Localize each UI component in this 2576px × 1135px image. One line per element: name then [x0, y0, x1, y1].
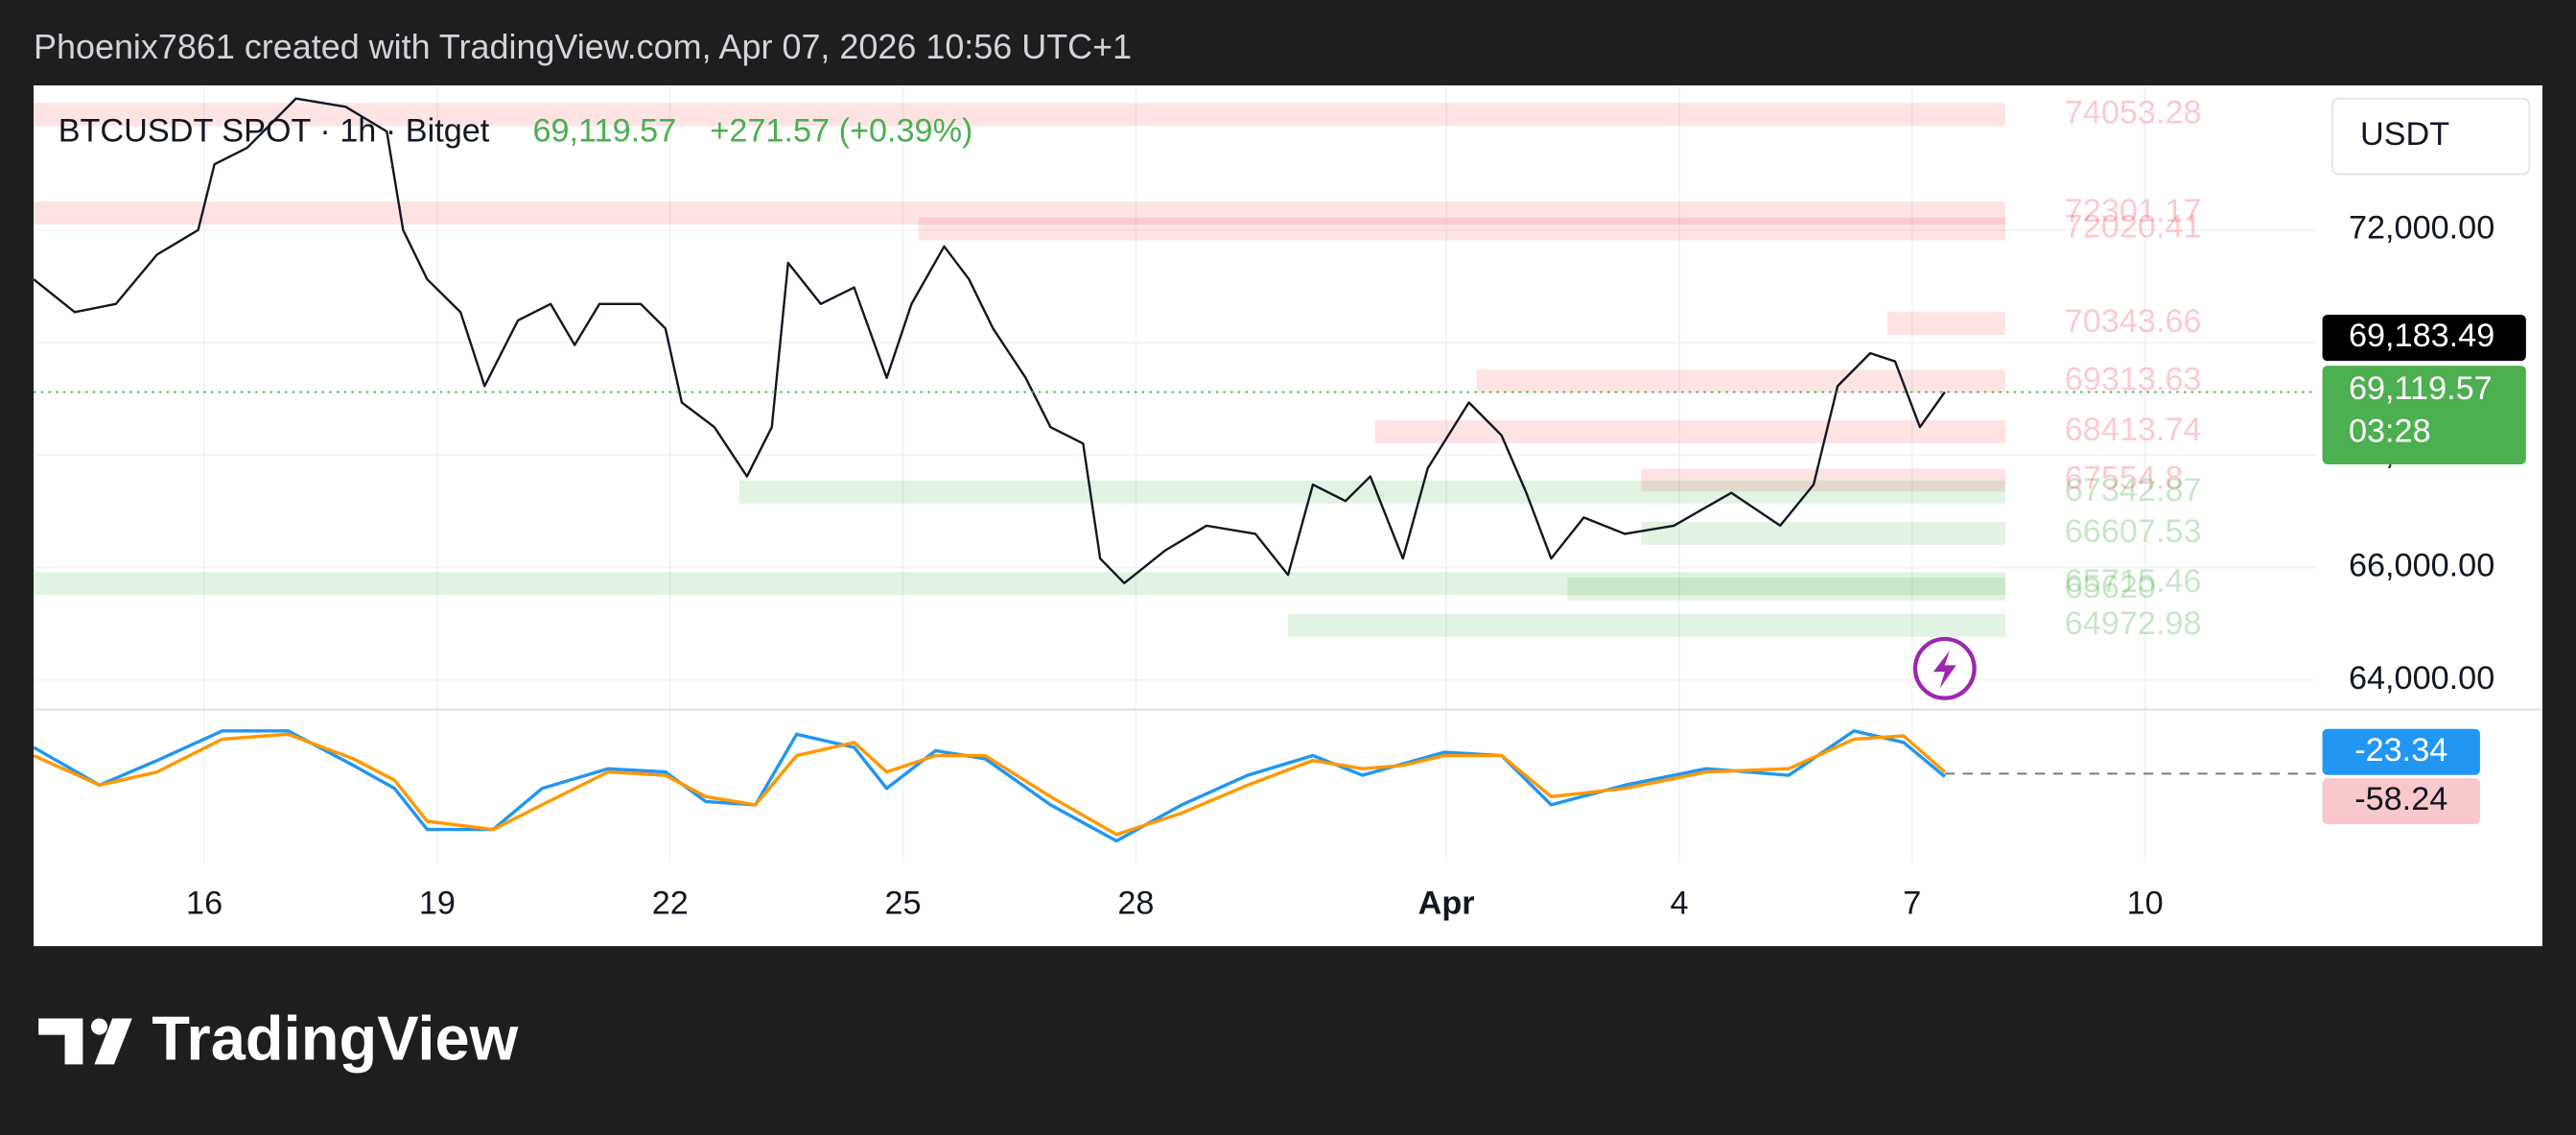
level-label: 70343.66: [2065, 303, 2202, 340]
x-tick-label: 28: [1117, 885, 1154, 921]
logo-mark-t: [38, 1018, 83, 1065]
high-price-label: 69,183.49: [2349, 318, 2494, 354]
x-tick-label: 10: [2127, 885, 2164, 921]
level-zone: [1567, 577, 2005, 601]
level-label: 64972.98: [2065, 605, 2202, 642]
level-label: 67342.87: [2065, 472, 2202, 508]
level-zone: [1641, 468, 2005, 492]
lightning-icon[interactable]: [1912, 636, 1977, 700]
indicator-price-box: [2322, 728, 2480, 775]
x-tick-label: 4: [1670, 885, 1688, 921]
level-label: 68413.74: [2065, 412, 2202, 448]
level-label: 74053.28: [2065, 94, 2202, 130]
level-zone: [34, 572, 2005, 596]
level-label: 67554.8: [2065, 460, 2184, 496]
logo-mark-slash: [94, 1018, 132, 1065]
chart-area: [34, 85, 2542, 947]
level-zone: [918, 217, 2005, 241]
level-zone: [34, 201, 2005, 225]
level-zone: [1641, 521, 2005, 545]
level-label: 65715.46: [2065, 563, 2202, 600]
indicator-price-label: -58.24: [2354, 781, 2447, 817]
level-label: 72301.17: [2065, 193, 2202, 229]
level-label: 72020.41: [2065, 209, 2202, 246]
lines-layer: [34, 97, 2316, 843]
level-label: 66607.53: [2065, 513, 2202, 550]
y-tick-label: 64,000.00: [2349, 660, 2494, 697]
indicator-line: [34, 729, 1946, 843]
level-zone: [738, 480, 2005, 504]
y-tick-label: 72,000.00: [2349, 210, 2494, 247]
logo: TradingView: [38, 1003, 519, 1073]
level-zone: [1288, 613, 2005, 637]
legend-change: +271.57 (+0.39%): [710, 113, 972, 150]
level-zone: [1476, 369, 2005, 393]
legend-symbol: BTCUSDT SPOT · 1h · Bitget: [59, 113, 490, 150]
last-price-label: 69,119.57: [2349, 370, 2493, 407]
level-zone: [1886, 311, 2005, 335]
x-tick-label: 19: [419, 885, 456, 921]
x-tick-label: 22: [652, 885, 689, 921]
price-line: [34, 97, 1946, 585]
y-tick-label: 66,000.00: [2349, 548, 2494, 584]
indicator-price-label: -23.34: [2354, 732, 2447, 768]
legend-price: 69,119.57: [532, 113, 676, 150]
zones-layer: 74053.2872301.1772020.4170343.6669313.63…: [34, 94, 2202, 642]
last-price-box: [2322, 366, 2526, 464]
logo-text: TradingView: [152, 1003, 518, 1073]
x-tick-label: Apr: [1418, 885, 1475, 921]
currency: USDT: [2360, 116, 2449, 153]
x-tick-label: 7: [1903, 885, 1921, 921]
currency-box[interactable]: [2330, 97, 2531, 176]
header-text: Phoenix7861 created with TradingView.com…: [34, 27, 1132, 66]
logo-mark-dot: [90, 1018, 108, 1035]
x-tick-label: 25: [885, 885, 922, 921]
high-price-box: [2322, 315, 2526, 362]
x-tick-label: 16: [186, 885, 222, 921]
indicator-price-box: [2322, 778, 2480, 825]
level-zone: [1374, 420, 2005, 443]
labels-layer: 1619222528Apr471064,000.0066,000.0068,00…: [186, 210, 2526, 921]
indicator-line: [34, 732, 1946, 837]
level-zone: [34, 103, 2005, 127]
countdown: 03:28: [2349, 413, 2431, 449]
icon-bolt: [1932, 650, 1956, 689]
level-label: 65620: [2065, 569, 2156, 605]
